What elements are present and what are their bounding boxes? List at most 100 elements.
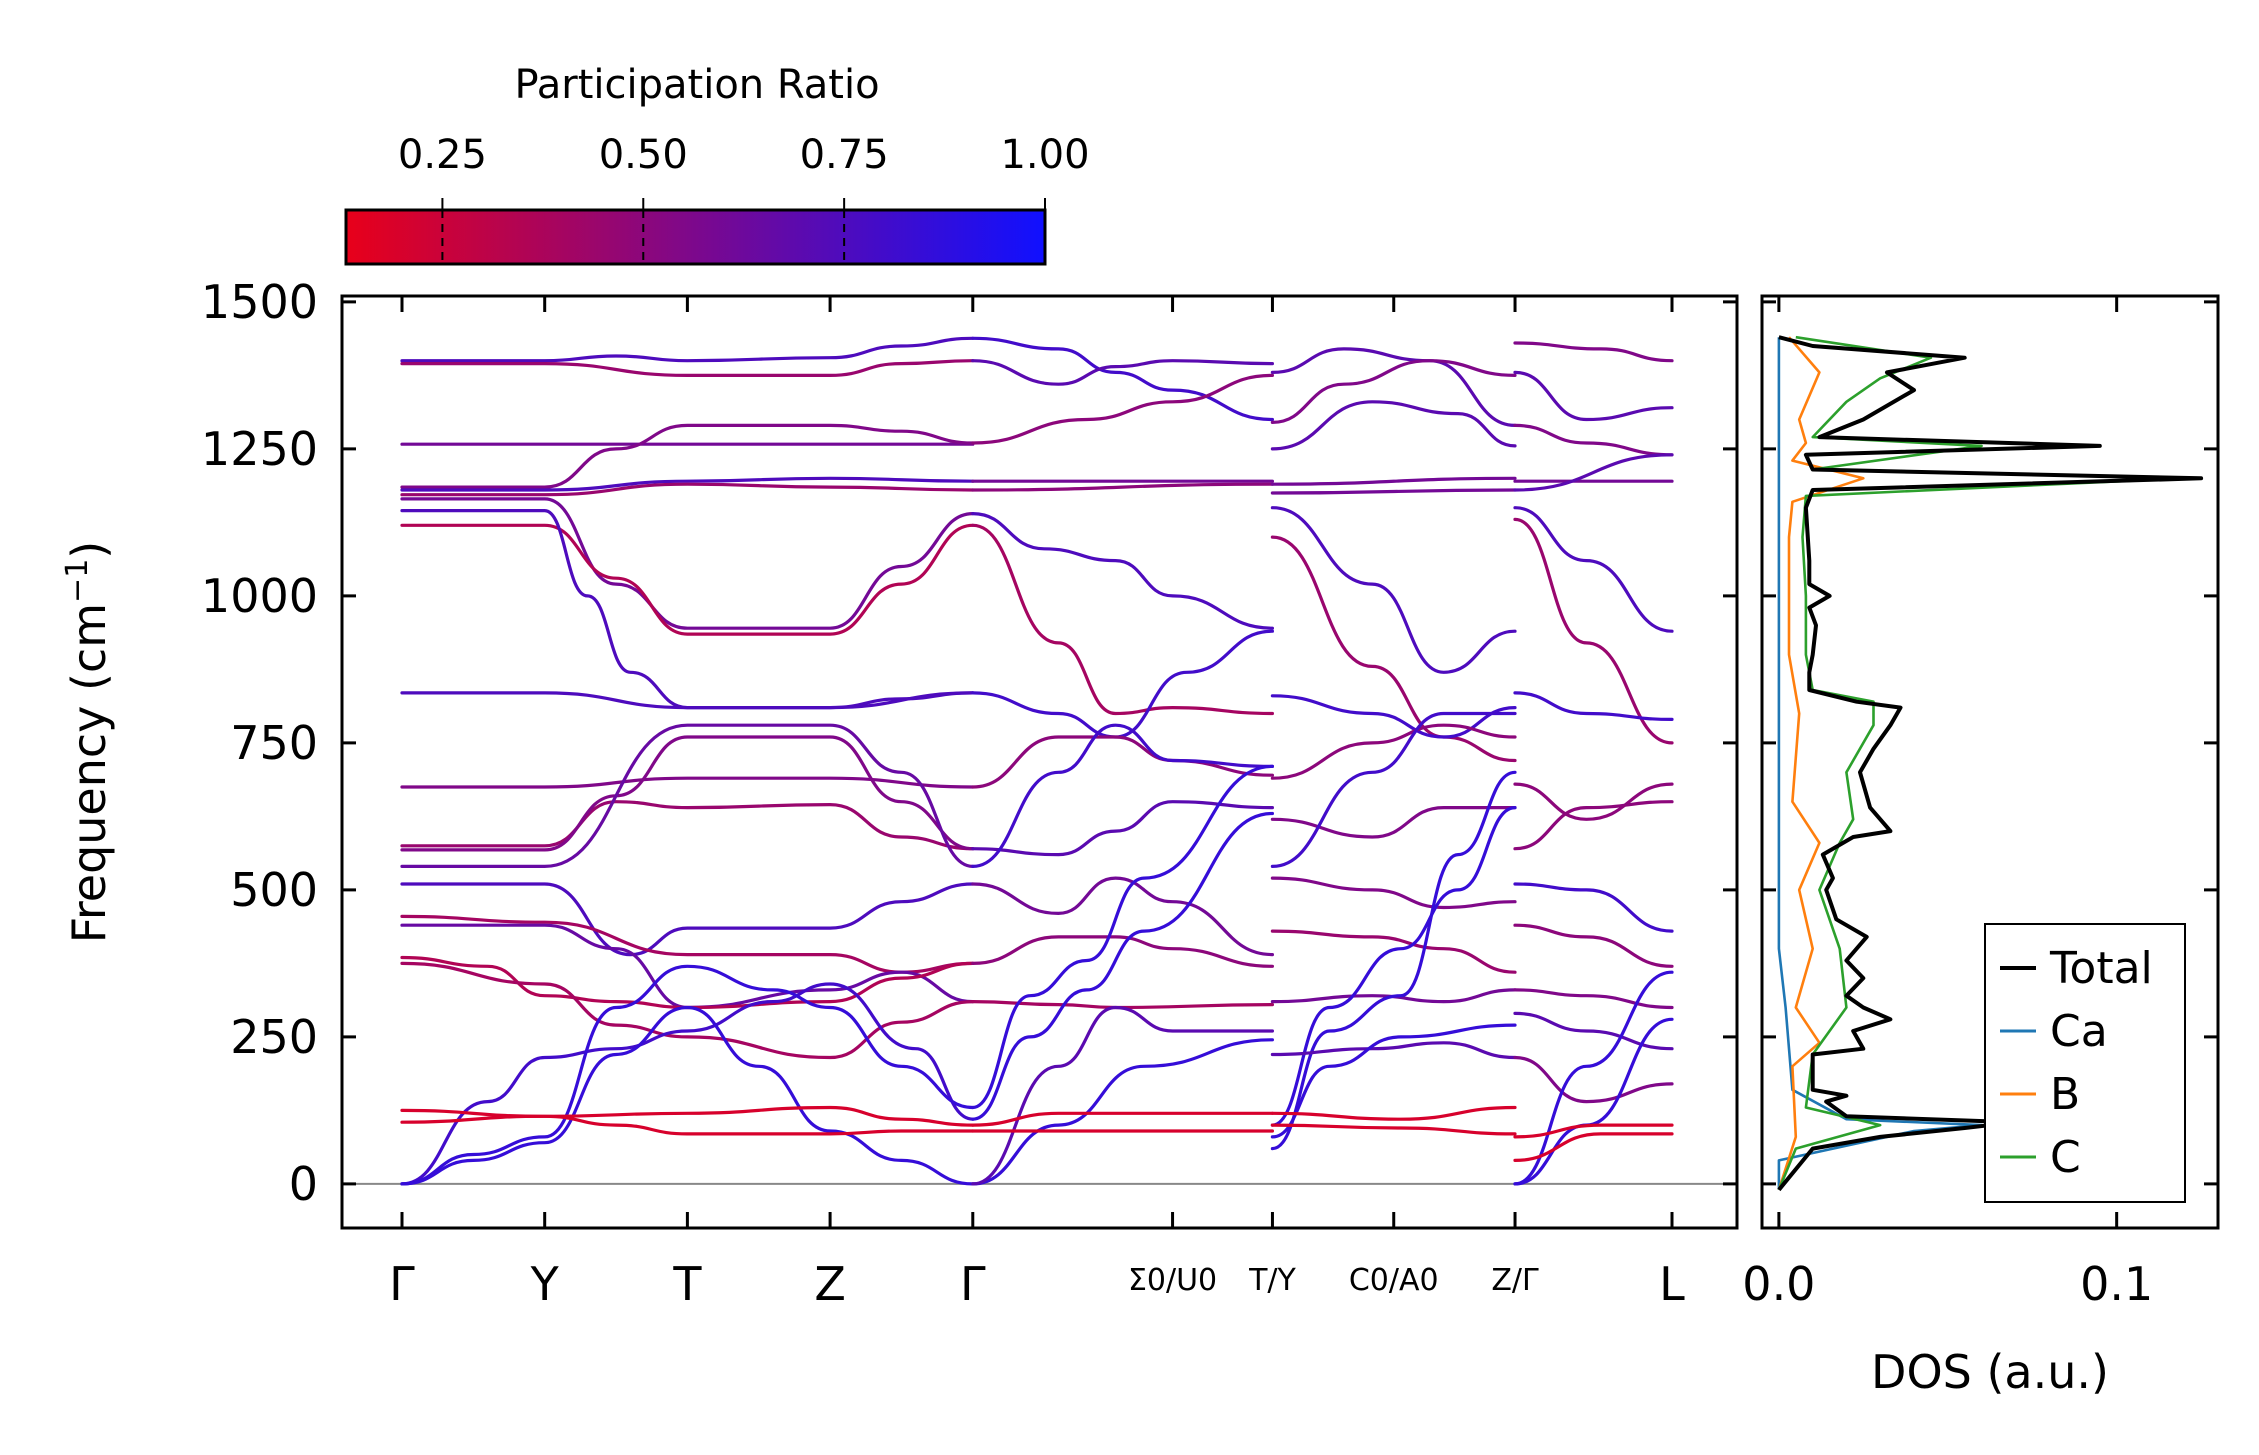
k-point-label: Γ xyxy=(389,1257,415,1311)
phonon-band xyxy=(1513,423,1674,457)
phonon-band xyxy=(1270,476,1517,486)
phonon-band xyxy=(400,1105,975,1127)
phonon-band xyxy=(971,629,1274,739)
phonon-band xyxy=(971,764,1274,1110)
k-point-label: Z xyxy=(814,1257,846,1311)
k-point-label: Γ xyxy=(960,1257,986,1311)
phonon-band xyxy=(400,964,975,1186)
phonon-band xyxy=(1270,770,1517,1151)
phonon-band xyxy=(400,336,975,363)
phonon-band xyxy=(1513,1132,1674,1162)
phonon-band xyxy=(971,512,1274,630)
phonon-band xyxy=(400,691,975,710)
dos-x-tick-label: 0.0 xyxy=(1742,1257,1815,1311)
band-plot-frame xyxy=(340,294,1739,1230)
phonon-band xyxy=(400,1005,975,1186)
phonon-band xyxy=(971,800,1274,857)
y-tick-label: 1000 xyxy=(201,569,318,623)
phonon-band xyxy=(1513,370,1674,422)
colorbar-title: Participation Ratio xyxy=(514,62,879,108)
phonon-band xyxy=(971,482,1274,492)
phonon-band xyxy=(971,359,1274,386)
k-point-label: Y xyxy=(530,1257,560,1311)
k-point-label: T/Y xyxy=(1248,1263,1296,1298)
phonon-band xyxy=(1270,805,1517,839)
dos-x-tick-label: 0.1 xyxy=(2080,1257,2153,1311)
y-tick-label: 1250 xyxy=(201,422,318,476)
phonon-band xyxy=(1513,1123,1674,1139)
phonon-band xyxy=(971,811,1274,1121)
y-tick-label: 500 xyxy=(230,863,318,917)
phonon-band xyxy=(1513,923,1674,968)
colorbar-tick-label: 0.25 xyxy=(398,132,487,178)
band-structure-plot: 0 250 500 750 1000 1250 1500 xyxy=(201,275,2218,1228)
k-point-label: Z/Γ xyxy=(1491,1263,1539,1298)
phonon-band xyxy=(1513,988,1674,1010)
phonon-band xyxy=(971,735,1274,789)
phonon-band xyxy=(1513,782,1674,821)
phonon-band xyxy=(971,1111,1274,1127)
colorbar xyxy=(344,208,1047,266)
k-point-label: L xyxy=(1659,1257,1685,1311)
dos-plot: 0.0 0.1 xyxy=(1742,296,2204,1311)
phonon-band xyxy=(971,876,1274,957)
dos-plot-frame xyxy=(1760,294,2220,1230)
phonon-band xyxy=(1270,506,1517,674)
phonon-band xyxy=(971,723,1274,868)
phonon-band xyxy=(1270,723,1517,780)
phonon-band xyxy=(1270,694,1517,739)
dos-axis-title: DOS (a.u.) xyxy=(1871,1345,2109,1399)
phonon-band xyxy=(400,800,975,851)
phonon-band xyxy=(400,961,975,1060)
phonon-band xyxy=(1513,453,1674,492)
legend-label-ca: Ca xyxy=(2050,1006,2108,1057)
k-point-label: T xyxy=(672,1257,702,1311)
phonon-band xyxy=(1270,1123,1517,1136)
phonon-band xyxy=(1270,929,1517,974)
phonon-band xyxy=(1270,1041,1517,1060)
phonon-band xyxy=(1270,1105,1517,1121)
phonon-band xyxy=(1513,691,1674,721)
phonon-band xyxy=(400,882,975,957)
y-tick-label: 250 xyxy=(230,1010,318,1064)
phonon-band xyxy=(400,955,975,1010)
phonon-band xyxy=(971,336,1274,422)
phonon-band xyxy=(1513,506,1674,633)
dos-line-ca xyxy=(1777,337,1983,1190)
phonon-band xyxy=(1270,988,1517,1004)
phonon-band xyxy=(400,359,975,378)
colorbar-tick-label: 0.75 xyxy=(800,132,889,178)
k-point-label: C0/A0 xyxy=(1349,1263,1439,1298)
phonon-band xyxy=(400,482,975,497)
phonon-band xyxy=(400,497,975,630)
phonon-band xyxy=(1513,517,1674,745)
legend-label-total: Total xyxy=(2049,943,2153,994)
phonon-band xyxy=(1270,535,1517,763)
phonon-band xyxy=(400,508,975,710)
colorbar-ticks: 0.25 0.50 0.75 1.00 xyxy=(398,132,1090,264)
phonon-band xyxy=(1270,1023,1517,1139)
phonon-band xyxy=(1513,341,1674,363)
phonon-band xyxy=(400,423,975,489)
y-tick-label: 750 xyxy=(230,716,318,770)
phonon-band xyxy=(1513,882,1674,933)
phonon-band xyxy=(1270,876,1517,910)
phonon-band xyxy=(971,373,1274,445)
phonon-band xyxy=(1513,1011,1674,1051)
k-point-label: Σ0/U0 xyxy=(1128,1263,1217,1298)
phonon-band xyxy=(400,476,975,492)
legend-label-c: C xyxy=(2050,1132,2081,1183)
phonon-band xyxy=(971,935,1274,968)
phonon-band xyxy=(971,523,1274,716)
dos-line-total xyxy=(1777,335,2204,1192)
phonon-band xyxy=(400,735,975,852)
y-axis-title: Frequency (cm−1) xyxy=(60,541,116,944)
colorbar-tick-label: 1.00 xyxy=(1000,132,1089,178)
legend: Total Ca BC xyxy=(1984,923,2186,1203)
phonon-band xyxy=(1270,359,1517,424)
phonon-band xyxy=(1513,1055,1674,1104)
phonon-band xyxy=(400,1114,975,1136)
phonon-band xyxy=(1270,711,1517,868)
phonon-band xyxy=(1270,806,1517,1127)
